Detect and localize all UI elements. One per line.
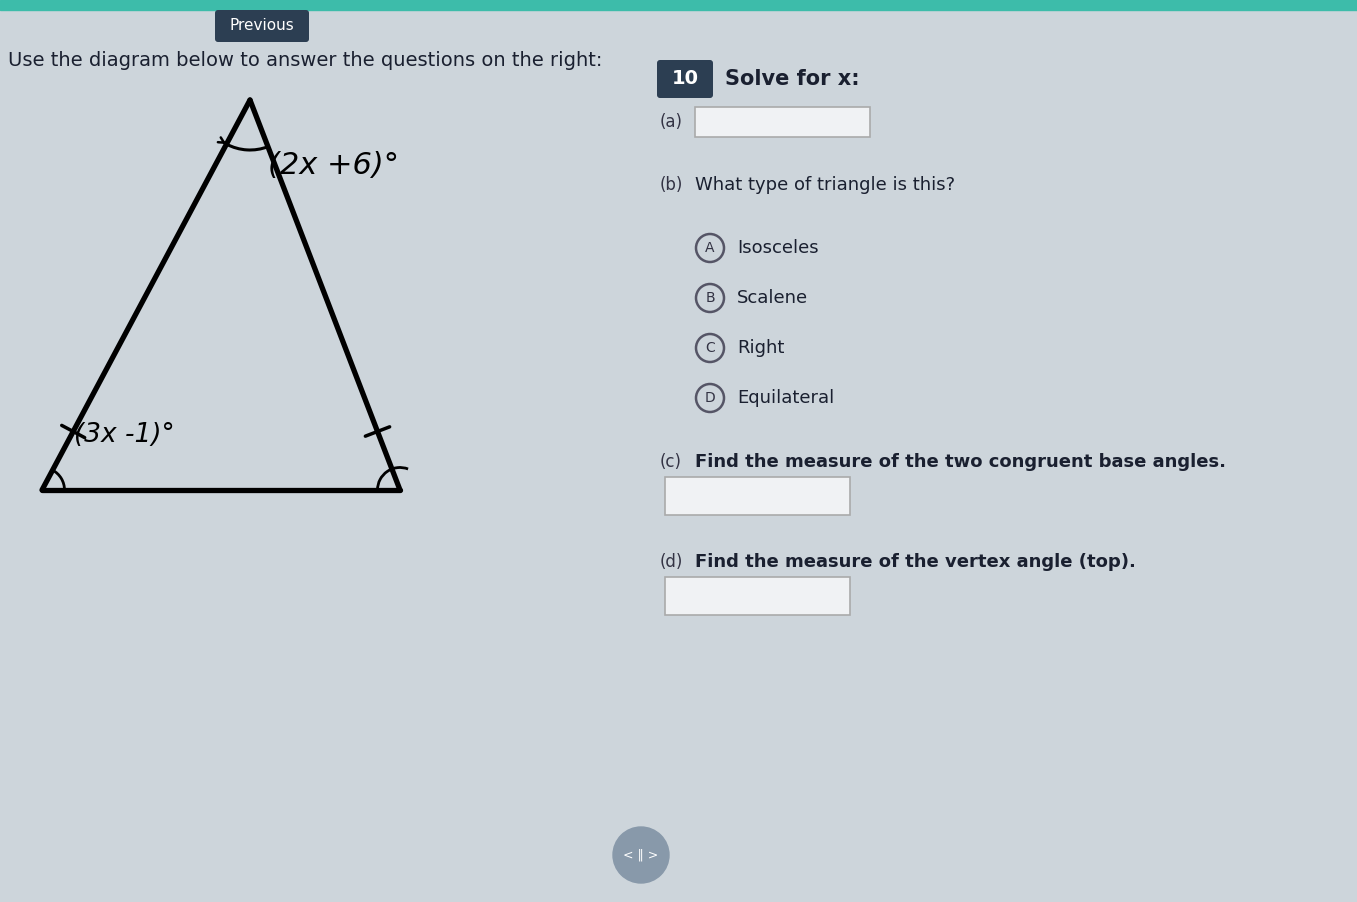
Text: (a): (a) bbox=[660, 113, 683, 131]
Bar bbox=[0, 0, 1357, 10]
FancyBboxPatch shape bbox=[214, 10, 309, 42]
Text: Isosceles: Isosceles bbox=[737, 239, 818, 257]
Text: Equilateral: Equilateral bbox=[737, 389, 835, 407]
Text: Previous: Previous bbox=[229, 19, 294, 33]
FancyBboxPatch shape bbox=[695, 107, 870, 137]
Text: (3x -1)°: (3x -1)° bbox=[75, 422, 175, 448]
Text: (2x +6)°: (2x +6)° bbox=[267, 151, 399, 179]
Text: A: A bbox=[706, 241, 715, 255]
Text: D: D bbox=[704, 391, 715, 405]
Circle shape bbox=[613, 827, 669, 883]
FancyBboxPatch shape bbox=[665, 577, 849, 615]
Text: (c): (c) bbox=[660, 453, 683, 471]
Text: < ‖ >: < ‖ > bbox=[623, 849, 658, 861]
Text: What type of triangle is this?: What type of triangle is this? bbox=[695, 176, 955, 194]
Text: (d): (d) bbox=[660, 553, 684, 571]
Text: (b): (b) bbox=[660, 176, 684, 194]
Text: 10: 10 bbox=[672, 69, 699, 88]
Text: Find the measure of the vertex angle (top).: Find the measure of the vertex angle (to… bbox=[695, 553, 1136, 571]
Text: Scalene: Scalene bbox=[737, 289, 809, 307]
Text: B: B bbox=[706, 291, 715, 305]
Text: C: C bbox=[706, 341, 715, 355]
Text: Use the diagram below to answer the questions on the right:: Use the diagram below to answer the ques… bbox=[8, 51, 603, 69]
FancyBboxPatch shape bbox=[665, 477, 849, 515]
Text: Solve for x:: Solve for x: bbox=[725, 69, 859, 89]
FancyBboxPatch shape bbox=[657, 60, 712, 98]
Text: Right: Right bbox=[737, 339, 784, 357]
Text: Find the measure of the two congruent base angles.: Find the measure of the two congruent ba… bbox=[695, 453, 1225, 471]
